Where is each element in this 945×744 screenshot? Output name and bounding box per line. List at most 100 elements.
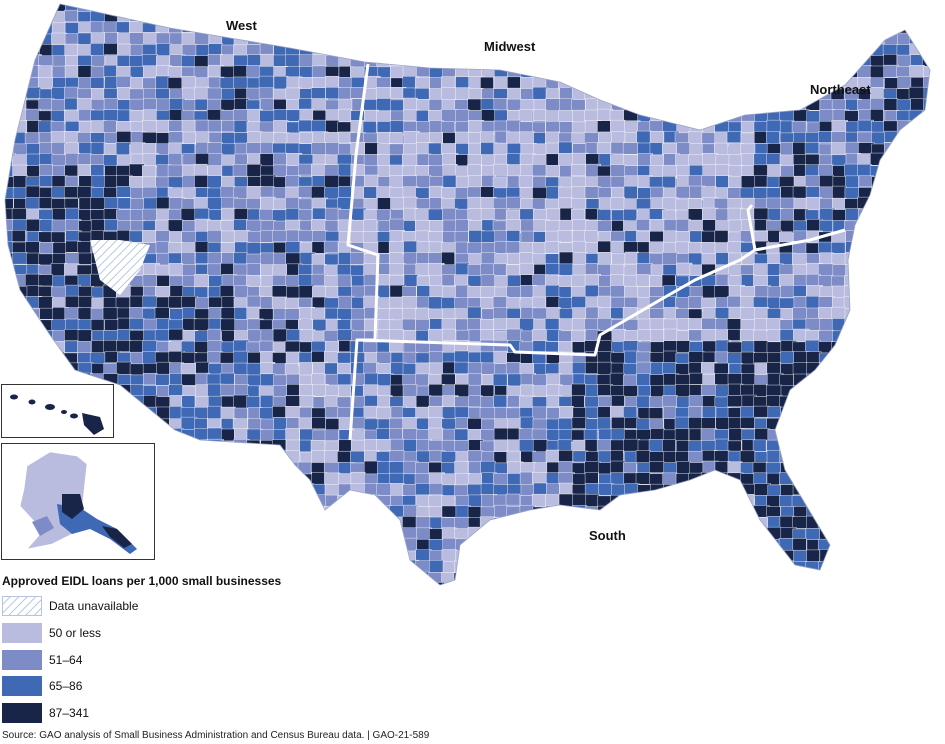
county-cell [714, 505, 730, 520]
county-cell [129, 163, 145, 178]
county-cell [923, 528, 930, 541]
county-cell [390, 483, 405, 496]
county-cell [675, 218, 691, 234]
county-cell [937, 584, 945, 598]
county-cell [259, 604, 273, 617]
county-cell [922, 44, 930, 57]
county-cell [13, 319, 28, 334]
county-cell [5, 98, 17, 111]
county-cell [832, 175, 847, 188]
county-cell [779, 374, 794, 387]
county-cell [689, 76, 704, 89]
county-cell [5, 286, 15, 300]
county-cell [155, 32, 171, 45]
county-cell [897, 428, 911, 441]
county-cell [194, 119, 210, 133]
county-cell [157, 616, 170, 627]
county-cell [624, 505, 639, 519]
county-cell [909, 505, 924, 519]
county-cell [870, 318, 884, 333]
county-cell [494, 593, 508, 606]
county-cell [416, 583, 431, 585]
county-cell [182, 10, 199, 23]
county-cell [415, 198, 432, 211]
county-cell [429, 77, 444, 89]
county-cell [637, 505, 653, 519]
county-cell [819, 583, 836, 585]
county-cell [727, 505, 743, 518]
county-cell [12, 252, 28, 265]
county-cell [714, 4, 731, 15]
county-cell [871, 297, 888, 310]
county-cell [713, 66, 728, 80]
county-cell [857, 220, 874, 232]
county-cell [220, 472, 235, 485]
county-cell [636, 494, 651, 509]
county-cell [532, 472, 547, 485]
county-cell [377, 595, 392, 608]
county-cell [611, 594, 624, 606]
county-cell [390, 550, 406, 562]
county-cell [585, 43, 601, 55]
county-cell [336, 264, 352, 277]
county-cell [715, 550, 731, 564]
county-cell [155, 527, 170, 542]
county-cell [623, 549, 640, 564]
county-cell [546, 66, 561, 81]
county-cell [909, 439, 927, 452]
county-cell [130, 407, 146, 421]
county-cell [285, 11, 302, 26]
county-cell [714, 516, 728, 528]
county-cell [103, 98, 119, 111]
county-cell [844, 494, 859, 510]
county-cell [415, 571, 430, 585]
county-cell [337, 616, 351, 630]
county-cell [897, 10, 912, 24]
county-cell [454, 538, 470, 553]
county-cell [532, 604, 546, 618]
county-cell [793, 296, 808, 309]
county-cell [233, 4, 249, 12]
county-cell [233, 120, 249, 133]
county-cell [455, 4, 471, 13]
county-cell [896, 451, 911, 465]
county-cell [325, 582, 340, 585]
county-cell [819, 494, 835, 509]
county-cell [440, 87, 457, 101]
county-cell [584, 21, 599, 33]
county-cell [285, 483, 302, 498]
county-cell [597, 417, 611, 431]
region-boundaries [346, 63, 846, 441]
county-cell [741, 87, 756, 102]
county-cell [765, 64, 781, 80]
county-cell [310, 440, 325, 452]
county-cell [857, 429, 874, 443]
county-cell [89, 21, 105, 34]
county-cell [804, 32, 821, 45]
county-cell [260, 550, 276, 563]
county-cell [896, 4, 911, 13]
county-cell [493, 307, 508, 320]
county-cell [533, 33, 550, 48]
county-cell [520, 4, 537, 15]
county-cell [376, 428, 390, 442]
county-cell [624, 616, 640, 629]
county-cell [571, 66, 587, 81]
county-cell [869, 197, 887, 211]
county-cell [597, 561, 613, 575]
county-cell [532, 538, 548, 552]
county-cell [610, 4, 625, 13]
county-cell [350, 483, 366, 497]
county-cell [141, 44, 157, 56]
county-cell [363, 505, 381, 520]
county-cell [534, 616, 547, 629]
county-cell [183, 595, 199, 608]
county-cell [896, 319, 912, 333]
county-cell [12, 350, 28, 363]
county-cell [909, 65, 925, 78]
county-cell [480, 351, 494, 364]
county-cell [298, 417, 314, 431]
county-cell [78, 295, 94, 308]
county-cell [804, 440, 819, 454]
county-cell [143, 594, 157, 608]
